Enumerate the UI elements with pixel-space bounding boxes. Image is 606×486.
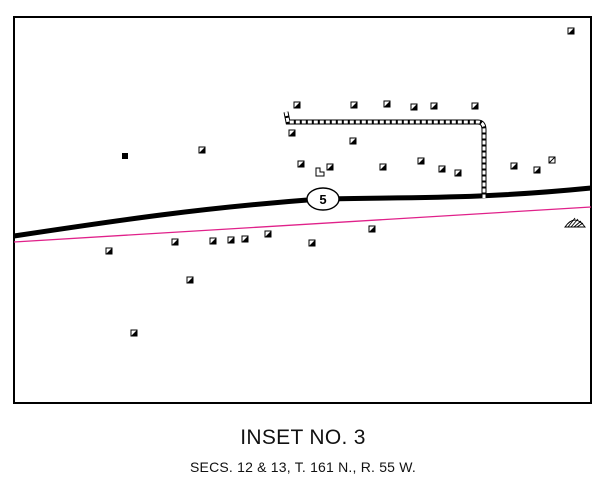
dwelling-icon <box>171 238 179 246</box>
dwelling-icon <box>510 162 518 170</box>
dwelling-icon <box>209 237 217 245</box>
dwelling-icon <box>567 27 575 35</box>
dwelling-icon <box>288 129 296 137</box>
inset-subtitle: SECS. 12 & 13, T. 161 N., R. 55 W. <box>190 459 416 475</box>
dwelling-icon <box>368 225 376 233</box>
section-boundary-line <box>13 206 592 243</box>
dwelling-icon <box>105 247 113 255</box>
dwelling-icon <box>454 169 462 177</box>
dwelling-icon <box>379 163 387 171</box>
dwelling-icon <box>417 157 425 165</box>
dwelling-icon <box>410 103 418 111</box>
map-frame <box>13 16 592 404</box>
side-road-inner <box>284 111 486 198</box>
dwelling-icon <box>297 160 305 168</box>
dwelling-icon <box>198 146 206 154</box>
dwelling-icon <box>349 137 357 145</box>
dwelling-icon <box>383 100 391 108</box>
dwellings-group <box>105 27 575 337</box>
route-number: 5 <box>319 192 326 207</box>
inset-title: INSET NO. 3 <box>240 426 366 449</box>
dwelling-icon <box>430 102 438 110</box>
dwelling-icon <box>350 101 358 109</box>
dwelling-icon <box>533 166 541 174</box>
dwelling-icon <box>241 235 249 243</box>
dwelling-icon <box>308 239 316 247</box>
solid-dwelling-icon <box>122 153 128 159</box>
route-5-shield: 5 <box>306 187 340 211</box>
dwelling-icon <box>264 230 272 238</box>
dwelling-icon <box>293 101 301 109</box>
dwelling-icon <box>227 236 235 244</box>
dwelling-icon <box>186 276 194 284</box>
dwelling-icon <box>326 163 334 171</box>
dwelling-icon <box>130 329 138 337</box>
dwelling-icon <box>438 165 446 173</box>
dwelling-icon <box>471 102 479 110</box>
farmstead-outline-icon <box>315 167 325 177</box>
hatched-dwelling-icon <box>548 156 556 164</box>
hill-shade-icon <box>564 217 586 228</box>
